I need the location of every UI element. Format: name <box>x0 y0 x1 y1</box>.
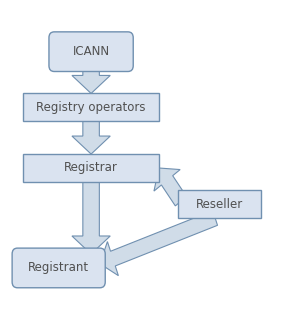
Text: ICANN: ICANN <box>72 45 110 58</box>
Polygon shape <box>72 66 110 93</box>
Text: Registrar: Registrar <box>64 162 118 174</box>
FancyBboxPatch shape <box>12 248 105 288</box>
Polygon shape <box>100 211 218 276</box>
FancyBboxPatch shape <box>49 32 133 72</box>
Bar <box>23 93 159 121</box>
Polygon shape <box>154 168 187 206</box>
Polygon shape <box>72 182 110 254</box>
Text: Registrant: Registrant <box>28 261 89 275</box>
Text: Registry operators: Registry operators <box>36 101 146 114</box>
Bar <box>23 154 159 182</box>
Bar <box>178 190 261 218</box>
Polygon shape <box>72 121 110 154</box>
Text: Reseller: Reseller <box>196 198 243 211</box>
